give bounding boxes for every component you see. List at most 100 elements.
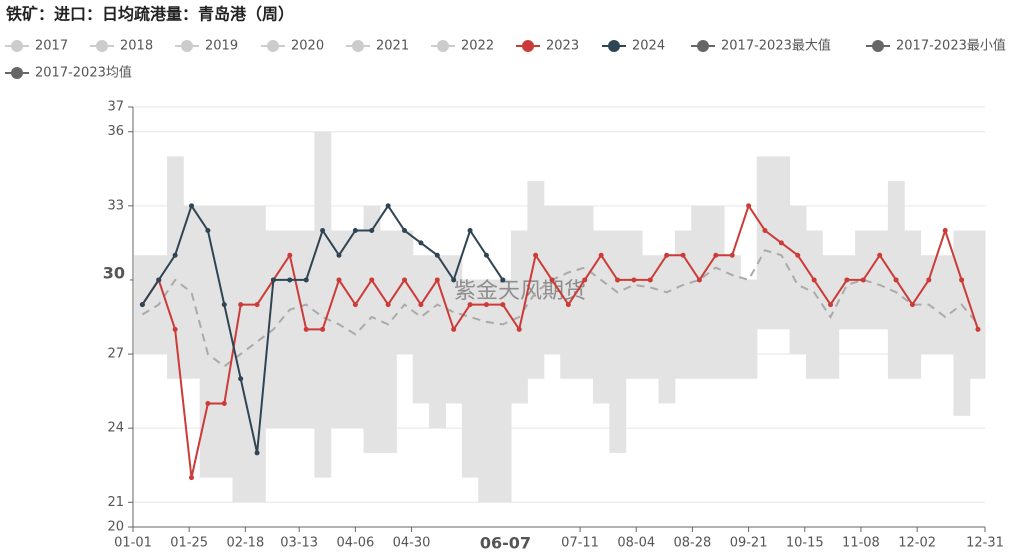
legend-dot (96, 40, 108, 52)
data-point (402, 228, 408, 234)
data-point (942, 228, 948, 234)
legend-dot (608, 40, 620, 52)
y-tick-label: 33 (107, 198, 124, 213)
data-point (303, 277, 309, 283)
y-tick-label: 21 (107, 495, 124, 510)
data-point (270, 277, 276, 283)
legend-label: 2017-2023最大值 (721, 38, 831, 54)
range-band (592, 230, 610, 404)
data-point (926, 277, 932, 283)
data-point (418, 240, 424, 246)
range-band (838, 255, 856, 330)
data-point (778, 240, 784, 246)
data-point (205, 400, 211, 406)
data-point (172, 252, 178, 258)
range-band (724, 255, 741, 379)
legend-dot (697, 40, 709, 52)
data-point (238, 302, 244, 308)
data-point (139, 302, 145, 308)
legend-item[interactable]: 2017-2023最小值 (866, 38, 1006, 54)
data-point (762, 228, 768, 234)
range-band (805, 230, 823, 379)
legend-label: 2017 (35, 39, 68, 54)
data-point (156, 277, 162, 283)
range-band (379, 230, 397, 453)
data-point (795, 252, 801, 258)
range-band (166, 156, 184, 379)
data-point (729, 252, 735, 258)
chart-title: 铁矿：进口：日均疏港量：青岛港（周） (6, 5, 294, 24)
data-point (680, 252, 686, 258)
range-band (625, 230, 643, 379)
range-band (396, 230, 414, 355)
y-tick-label: 36 (107, 124, 124, 139)
range-band (609, 230, 627, 453)
range-band (740, 279, 758, 379)
range-band (347, 230, 365, 429)
x-tick-label: 03-13 (280, 536, 318, 551)
range-band (478, 279, 496, 503)
legend-item[interactable]: 2021 (346, 39, 409, 54)
x-tick-label: 12-31 (966, 536, 1004, 551)
range-band (461, 279, 479, 478)
x-tick-label: 11-08 (842, 536, 880, 551)
legend-item[interactable]: 2022 (431, 39, 494, 54)
legend-item[interactable]: 2023 (516, 39, 579, 54)
legend-dot (522, 40, 534, 52)
legend-label: 2024 (632, 39, 665, 54)
x-tick-label: 01-25 (170, 536, 208, 551)
data-point (664, 252, 670, 258)
legend-item[interactable]: 2024 (602, 39, 665, 54)
data-point (320, 326, 326, 332)
y-tick-label: 27 (107, 347, 124, 362)
legend-item[interactable]: 2017-2023最大值 (691, 38, 831, 54)
data-point (254, 302, 260, 308)
data-point (451, 326, 457, 332)
data-point (385, 302, 391, 308)
range-band (953, 230, 971, 416)
legend-label: 2023 (546, 39, 579, 54)
data-point (713, 252, 719, 258)
legend-item[interactable]: 2018 (90, 39, 153, 54)
range-band (691, 205, 709, 379)
data-point (959, 277, 965, 283)
data-point (451, 277, 457, 283)
data-point (893, 277, 899, 283)
data-point (467, 228, 473, 234)
legend-item[interactable]: 2020 (261, 39, 324, 54)
range-band (199, 205, 217, 478)
legend-label: 2022 (461, 39, 494, 54)
legend-item[interactable]: 2017 (5, 39, 68, 54)
x-tick-label: 07-11 (561, 536, 599, 551)
range-band (969, 230, 986, 379)
range-band (789, 205, 807, 355)
data-point (205, 228, 211, 234)
range-band (248, 205, 266, 503)
data-point (221, 302, 227, 308)
data-point (483, 252, 489, 258)
data-point (434, 252, 440, 258)
legend-item[interactable]: 2017-2023均值 (5, 65, 132, 81)
data-point (418, 302, 424, 308)
range-band (183, 205, 201, 379)
legend-label: 2017-2023最小值 (896, 38, 1006, 54)
watermark: 紫金天风期货 (454, 279, 586, 304)
x-tick-label: 08-28 (674, 536, 712, 551)
range-band (707, 205, 725, 379)
data-point (352, 228, 358, 234)
data-point (221, 400, 227, 406)
data-point (975, 326, 981, 332)
data-point (369, 228, 375, 234)
data-point (336, 252, 342, 258)
range-band (658, 255, 676, 404)
data-point (467, 302, 473, 308)
data-point (189, 203, 195, 209)
data-point (598, 252, 604, 258)
legend-item[interactable]: 2019 (175, 39, 238, 54)
data-point (877, 252, 883, 258)
data-point (565, 302, 571, 308)
data-point (434, 277, 440, 283)
x-tick-label: 09-21 (730, 536, 768, 551)
data-point (647, 277, 653, 283)
